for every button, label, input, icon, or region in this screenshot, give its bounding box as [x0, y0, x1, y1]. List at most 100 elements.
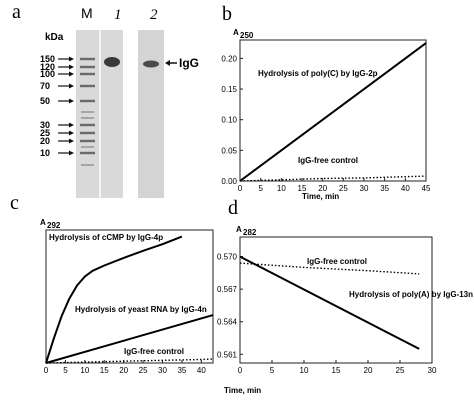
b-curve-label: Hydrolysis of poly(C) by IgG-2p — [258, 69, 378, 78]
x-tick-label: 40 — [197, 366, 206, 375]
ladder-band — [80, 65, 95, 69]
y-axis-label: A — [40, 218, 46, 227]
x-tick-label: 5 — [258, 184, 263, 193]
x-tick-label: 10 — [300, 366, 309, 375]
panel-letter-a: a — [12, 1, 21, 23]
igg-band-lane-1 — [104, 57, 120, 67]
igg-arrow-head — [165, 60, 170, 66]
x-tick-label: 35 — [380, 184, 389, 193]
y-axis-label: A — [236, 225, 242, 234]
y-tick-label: 0.567 — [217, 285, 238, 294]
x-tick-label: 20 — [318, 184, 327, 193]
x-tick-label: 5 — [270, 366, 275, 375]
marker-label-100: 100 — [40, 69, 55, 79]
marker-label-10: 10 — [40, 148, 50, 158]
panel-letter-c: c — [10, 192, 19, 214]
x-tick-label: 10 — [80, 366, 89, 375]
marker-arrow-head — [69, 122, 74, 128]
y-axis-label-subscript: 292 — [47, 221, 61, 230]
marker-label-120: 120 — [40, 62, 55, 72]
chart-b: 0 5 10 15 20 25 30 35 40 45 0.00 0.05 0.10 0.15 0.20 A 2… — [221, 28, 431, 201]
kda-unit-label: kDa — [45, 32, 64, 43]
marker-arrow-head — [69, 56, 74, 62]
y-tick-label: 0.20 — [221, 54, 237, 63]
x-tick-label: 0 — [238, 184, 243, 193]
y-tick-label: 0.05 — [221, 146, 237, 155]
d-curve-label: Hydrolysis of poly(A) by IgG-13n — [349, 290, 473, 299]
marker-arrow-head — [69, 64, 74, 70]
c-control-label: IgG-free control — [124, 347, 184, 356]
igg-band-label: IgG — [179, 56, 199, 70]
y-tick-label: 0.561 — [217, 350, 238, 359]
lane-label-1: 1 — [114, 7, 122, 23]
plot-frame — [239, 39, 427, 182]
x-tick-label: 15 — [332, 366, 341, 375]
series-line-0 — [239, 255, 420, 350]
x-tick-label: 45 — [422, 184, 431, 193]
ladder-band — [80, 72, 95, 76]
marker-label-25: 25 — [40, 128, 50, 138]
x-tick-label: 30 — [360, 184, 369, 193]
x-axis-label: Time, min — [302, 192, 339, 201]
marker-label-30: 30 — [40, 120, 50, 130]
ladder-band — [81, 111, 94, 113]
y-tick-label: 0.00 — [221, 177, 237, 186]
gel-lane-separator — [99, 30, 101, 198]
x-tick-label: 10 — [277, 184, 286, 193]
marker-arrow-head — [69, 71, 74, 77]
x-tick-label: 15 — [298, 184, 307, 193]
series-line-1 — [239, 175, 427, 182]
series-line-0 — [45, 235, 183, 364]
lane-label-2: 2 — [150, 7, 158, 23]
series-line-0 — [239, 42, 427, 182]
x-tick-label: 20 — [119, 366, 128, 375]
lane-label-m: M — [81, 5, 93, 21]
x-tick-label: 30 — [428, 366, 437, 375]
x-tick-label: 40 — [401, 184, 410, 193]
y-tick-label: 0.15 — [221, 85, 237, 94]
marker-arrow-head — [69, 83, 74, 89]
x-tick-label: 15 — [100, 366, 109, 375]
ladder-band — [80, 57, 95, 61]
marker-arrow-head — [69, 130, 74, 136]
marker-label-70: 70 — [40, 81, 50, 91]
y-axis-label: A — [233, 28, 239, 37]
plot-frame — [239, 236, 433, 364]
x-tick-label: 0 — [238, 366, 243, 375]
x-tick-label: 25 — [339, 184, 348, 193]
marker-ladder — [80, 57, 95, 166]
x-tick-label: 30 — [158, 366, 167, 375]
marker-arrow-head — [69, 150, 74, 156]
series-line-1 — [239, 262, 420, 275]
ladder-band — [81, 164, 94, 166]
plot-frame — [45, 229, 214, 364]
marker-arrow-head — [69, 98, 74, 104]
y-tick-label: 0.10 — [221, 116, 237, 125]
ladder-band — [81, 146, 94, 148]
ladder-band — [80, 131, 95, 135]
chart-d: 0 5 10 15 20 25 30 0.570 0.567 0.564 0.561 A 282 — [217, 225, 437, 375]
x-tick-label: 0 — [44, 366, 49, 375]
d-control-label: IgG-free control — [307, 257, 367, 266]
ladder-band — [80, 99, 95, 103]
shared-time-label: Time, min — [224, 386, 261, 395]
y-tick-label: 0.570 — [217, 253, 238, 262]
marker-label-50: 50 — [40, 96, 50, 106]
chart-c: 0 5 10 15 20 25 30 35 40 A 292 — [40, 218, 214, 375]
ladder-band — [81, 117, 94, 119]
ladder-band — [80, 151, 95, 155]
y-tick-label: 0.564 — [217, 318, 238, 327]
marker-arrow-head — [69, 138, 74, 144]
ladder-band — [80, 139, 95, 143]
igg-band-lane-2 — [143, 60, 159, 68]
c-curve2-label: Hydrolysis of yeast RNA by IgG-4n — [75, 305, 207, 314]
x-tick-label: 25 — [139, 366, 148, 375]
ladder-band — [80, 123, 95, 127]
x-tick-label: 5 — [63, 366, 68, 375]
x-tick-label: 25 — [396, 366, 405, 375]
x-tick-label: 35 — [177, 366, 186, 375]
y-axis-label-subscript: 282 — [243, 228, 257, 237]
series-line-1 — [45, 314, 214, 364]
